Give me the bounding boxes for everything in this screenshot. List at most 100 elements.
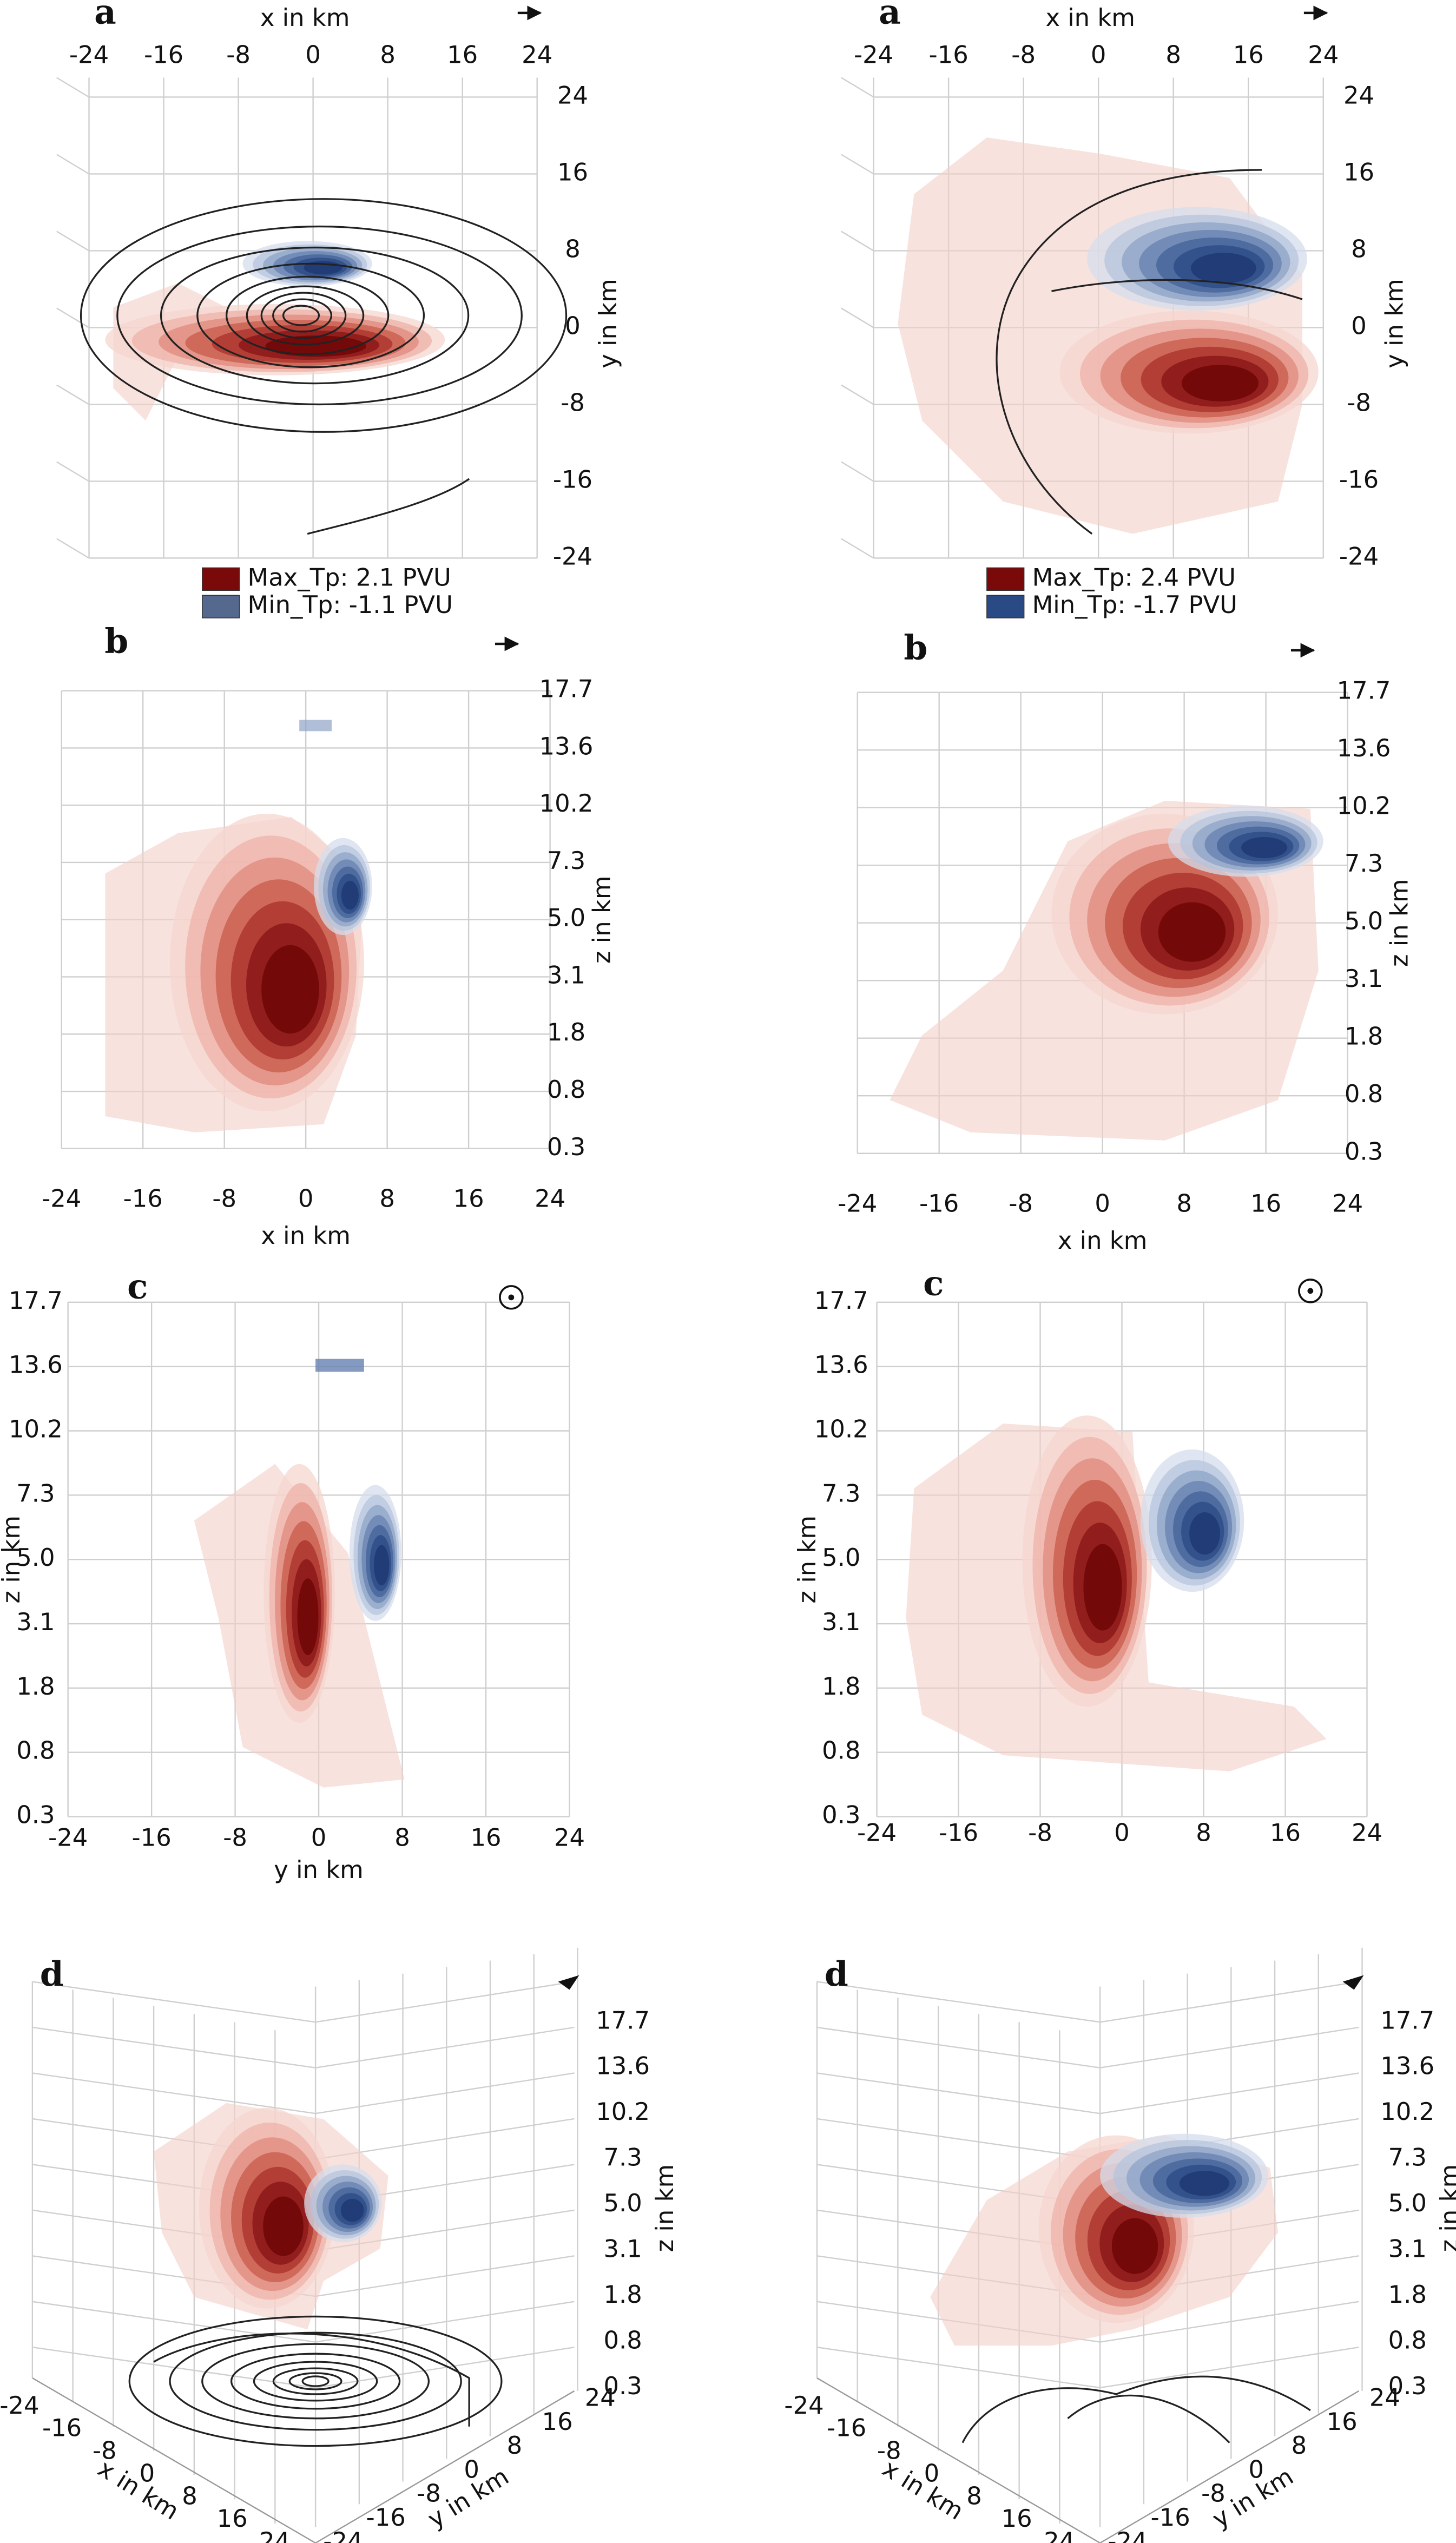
legend-swatch (202, 567, 240, 591)
contour (272, 298, 333, 333)
x-tick-label: 24 (535, 1184, 565, 1213)
z-tick-label: 5.0 (16, 1543, 55, 1572)
z-tick-label: 17.7 (596, 2006, 650, 2034)
x-tick-label: -16 (919, 1189, 959, 1217)
grid-line (56, 307, 90, 328)
legend-entry: Min_Tp: -1.7 PVU (1032, 590, 1237, 619)
y-tick-label: 16 (1343, 157, 1374, 186)
y-tick-label: 24 (1369, 2383, 1400, 2412)
x-tick-label: 16 (1233, 41, 1264, 69)
grid-line (841, 230, 874, 252)
legend-entry: Max_Tp: 2.4 PVU (1032, 563, 1236, 591)
x-tick-label: 16 (447, 41, 478, 69)
z-tick-label: 0.8 (1345, 1079, 1383, 1108)
y-tick-label: -24 (553, 542, 592, 570)
y-tick-label: -24 (857, 1818, 897, 1847)
x-axis-title: x in km (878, 2454, 969, 2526)
y-tick-label: 24 (585, 2383, 616, 2412)
grid-line (816, 1981, 1101, 2023)
x-tick-label: 0 (924, 2459, 940, 2487)
y-axis-title: y in km (594, 279, 622, 368)
x-tick-label: 24 (522, 41, 552, 69)
y-tick-label: 16 (542, 2407, 573, 2436)
isosurface (340, 2198, 364, 2222)
z-tick-label: 0.8 (1388, 2326, 1427, 2355)
x-tick-label: -8 (212, 1184, 236, 1213)
grid-line (841, 307, 874, 328)
isosurface (263, 2196, 304, 2256)
panel-label: b (104, 621, 128, 661)
z-tick-label: 0.8 (822, 1736, 860, 1765)
view-arrow (558, 1975, 579, 1990)
contour (996, 169, 1262, 535)
isosurface (1190, 253, 1256, 284)
grid-line (841, 461, 874, 482)
grid-line (1099, 2026, 1359, 2068)
z-tick-label: 7.3 (822, 1479, 860, 1507)
z-tick-label: 17.7 (1380, 2006, 1434, 2034)
z-axis-title: z in km (650, 2164, 679, 2252)
z-tick-label: 1.8 (16, 1672, 55, 1701)
z-tick-label: 10.2 (1337, 792, 1391, 820)
z-tick-label: 3.1 (16, 1608, 55, 1636)
z-tick-label: 0.3 (822, 1801, 860, 1829)
x-tick-label: -16 (123, 1184, 163, 1213)
x-tick-label: -8 (93, 2436, 117, 2465)
x-tick-label: 16 (1002, 2504, 1032, 2533)
z-tick-label: 10.2 (539, 789, 594, 818)
z-tick-label: 10.2 (596, 2097, 650, 2126)
y-tick-label: 8 (1196, 1818, 1211, 1847)
z-tick-label: 7.3 (547, 846, 585, 875)
contour (1067, 2394, 1230, 2443)
grid-line (56, 461, 90, 482)
z-tick-label: 3.1 (1345, 964, 1383, 993)
z-axis-title: z in km (587, 875, 616, 964)
isosurface (1111, 2218, 1158, 2274)
x-tick-label: 0 (298, 1184, 314, 1213)
x-tick-label: -24 (784, 2391, 823, 2420)
contour (160, 246, 470, 385)
z-tick-label: 0.8 (16, 1736, 55, 1765)
view-symbol (1298, 1279, 1323, 1303)
x-tick-label: 16 (1250, 1189, 1281, 1217)
grid-line (315, 1981, 575, 2023)
z-tick-label: 3.1 (547, 960, 585, 989)
grid-line (56, 384, 90, 405)
contour (196, 262, 425, 368)
y-tick-label: 8 (394, 1823, 410, 1852)
z-tick-label: 10.2 (9, 1414, 63, 1443)
z-tick-label: 0.8 (547, 1075, 585, 1104)
z-tick-label: 5.0 (822, 1543, 860, 1572)
z-axis-title: z in km (0, 1516, 25, 1604)
y-tick-label: -16 (553, 465, 592, 493)
grid-line (32, 2026, 316, 2068)
contour (128, 2315, 503, 2447)
contour (246, 285, 365, 346)
y-tick-label: -16 (1151, 2503, 1190, 2532)
contour (253, 2361, 378, 2402)
y-tick-label: 24 (554, 1823, 585, 1852)
isosurface (341, 880, 359, 910)
axis-box (32, 2377, 575, 2543)
grid-line (816, 2118, 1101, 2160)
y-tick-label: 8 (1292, 2431, 1307, 2460)
contour (961, 2375, 1311, 2443)
x-axis-title: x in km (1058, 1226, 1148, 1255)
z-tick-label: 5.0 (1388, 2189, 1427, 2217)
z-axis-title: z in km (1385, 879, 1413, 967)
z-tick-label: 3.1 (822, 1608, 860, 1636)
x-tick-label: -24 (838, 1189, 877, 1217)
grid-line (315, 2072, 575, 2114)
x-tick-label: 24 (1308, 41, 1339, 69)
z-tick-label: 0.3 (1345, 1137, 1383, 1166)
x-tick-label: -24 (42, 1184, 81, 1213)
y-axis-title: y in km (274, 1855, 364, 1884)
y-tick-label: 16 (471, 1823, 502, 1852)
z-tick-label: 13.6 (814, 1350, 868, 1379)
z-tick-label: 1.8 (1388, 2280, 1427, 2309)
contour (153, 2333, 470, 2427)
x-tick-label: -24 (0, 2391, 39, 2420)
y-tick-label: -16 (1339, 465, 1379, 493)
y-tick-label: -8 (223, 1823, 247, 1852)
x-tick-label: 8 (379, 1184, 395, 1213)
